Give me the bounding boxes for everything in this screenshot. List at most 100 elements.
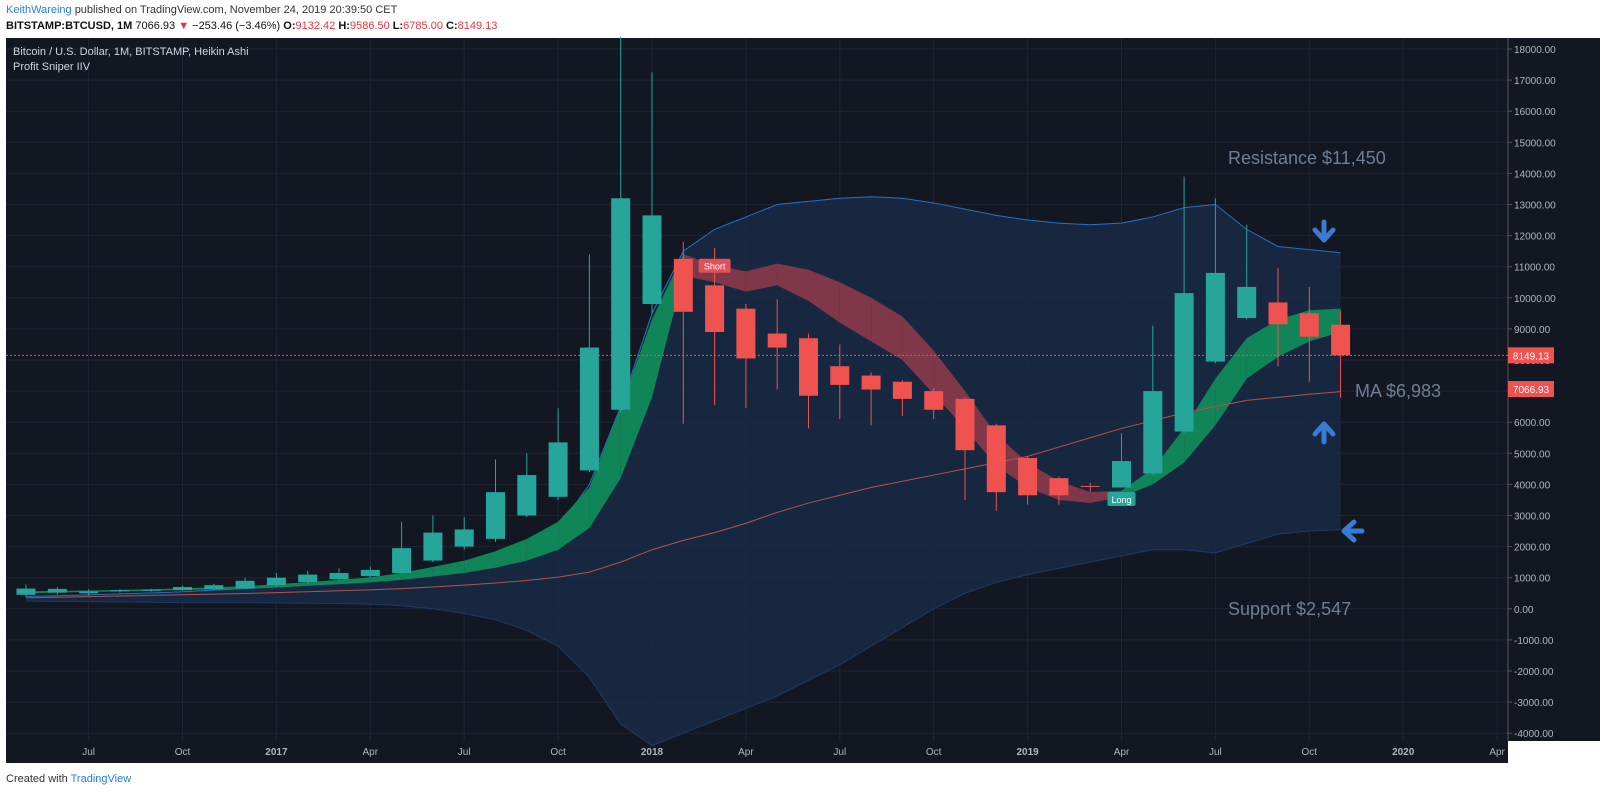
candle-body: [673, 258, 693, 312]
y-tick-label: -4000.00: [1514, 729, 1554, 740]
candles-layer: [16, 36, 1351, 597]
author-link[interactable]: KeithWareing: [6, 4, 72, 16]
time-axis-background: [6, 741, 1508, 763]
x-tick-label: Jul: [833, 747, 846, 758]
ribbon-segment-bearish: [808, 269, 840, 323]
resistance-arrow-icon: [1312, 219, 1336, 243]
y-tick-label: 15000.00: [1514, 138, 1556, 149]
header-bar: KeithWareing published on TradingView.co…: [0, 0, 1600, 38]
y-tick-label: 18000.00: [1514, 45, 1556, 56]
ribbon-segment-bullish: [558, 487, 590, 550]
ribbon-segment-bearish: [745, 263, 778, 292]
y-tick-label: 5000.00: [1514, 449, 1551, 460]
ma-layer: [25, 391, 1341, 599]
candle-body: [1331, 324, 1351, 356]
ribbon-segment-bullish: [339, 577, 371, 585]
candle-body: [548, 442, 568, 497]
x-tick-label: Apr: [363, 747, 379, 758]
y-tick-label: 17000.00: [1514, 76, 1556, 87]
candle-body: [1174, 293, 1194, 432]
y-tick-label: 2000.00: [1514, 543, 1551, 554]
candle-body: [799, 338, 818, 396]
x-tick-label: 2020: [1392, 747, 1415, 758]
ribbon-segment-bullish: [589, 406, 621, 528]
ma-arrow-icon: [1312, 421, 1336, 445]
ma-line: [25, 391, 1341, 599]
open-label: O:: [283, 20, 296, 32]
x-tick-label: Apr: [1114, 747, 1130, 758]
x-axis: Jul Oct 2017 Apr Jul Oct 2018 Apr Jul Oct 2019 Apr J…: [82, 747, 1505, 758]
x-tick-label: Apr: [1489, 747, 1505, 758]
long-signal-label: Long: [1111, 495, 1131, 505]
candle-body: [1143, 391, 1163, 474]
candle-body: [736, 308, 756, 359]
close-value: 8149.13: [457, 20, 498, 32]
x-tick-label: 2017: [265, 747, 288, 758]
ribbon-segment-bullish: [1246, 319, 1278, 379]
ribbon-segment-bullish: [1184, 378, 1216, 463]
created-with-label: Created with: [6, 773, 68, 785]
y-tick-label: 13000.00: [1514, 201, 1556, 212]
candle-body: [642, 215, 662, 305]
candle-body: [924, 391, 944, 410]
candle-body: [47, 588, 67, 593]
long-signal-badge: [1107, 491, 1136, 506]
candle-body: [486, 492, 505, 539]
bollinger-band-fill: [26, 196, 1341, 746]
x-tick-label: Jul: [82, 747, 95, 758]
candle-body: [141, 589, 161, 591]
ribbon-segment-bullish: [1215, 338, 1247, 426]
ribbon-segment-bullish: [276, 582, 308, 588]
x-tick-label: Apr: [738, 747, 754, 758]
candle-body: [1049, 478, 1069, 496]
ribbon-segment-bullish: [1121, 468, 1153, 497]
resistance-annotation: Resistance $11,450: [1228, 148, 1386, 168]
x-tick-label: 2018: [641, 747, 664, 758]
candle-body: [1299, 313, 1319, 337]
x-tick-label: Jul: [458, 747, 471, 758]
ribbon-segment-bullish: [620, 319, 652, 479]
candle-body: [986, 425, 1006, 493]
candle-body: [955, 398, 975, 451]
band-lower-line: [25, 529, 1341, 747]
candle-body: [266, 577, 286, 586]
candle-body: [79, 591, 99, 594]
candle-body: [517, 475, 537, 516]
y-tick-label: 11000.00: [1514, 263, 1555, 274]
candle-body: [830, 366, 850, 385]
candle-body: [298, 574, 318, 583]
candle-body: [1018, 457, 1038, 496]
x-tick-label: Oct: [926, 747, 942, 758]
y-tick-label: 4000.00: [1514, 480, 1551, 491]
support-arrow-icon: [1341, 519, 1365, 543]
y-tick-label: 9000.00: [1514, 325, 1551, 336]
x-tick-label: Oct: [175, 747, 191, 758]
publish-info: published on TradingView.com, November 2…: [74, 4, 398, 16]
candle-body: [1237, 286, 1257, 319]
candle-body: [329, 573, 349, 580]
candle-body: [892, 381, 912, 399]
open-value: 9132.42: [295, 20, 336, 32]
current-price-badge: [1508, 347, 1554, 364]
ribbon-segment-bullish: [464, 551, 496, 574]
last-price: 7066.93: [135, 20, 176, 32]
ribbon-segment-bullish: [370, 573, 402, 583]
footer: Created with TradingView: [6, 773, 131, 785]
tradingview-logo[interactable]: TradingView: [70, 773, 132, 785]
candle-body: [454, 529, 474, 547]
indicator-name: Profit Sniper IIV: [13, 61, 91, 73]
high-label: H:: [338, 20, 350, 32]
ribbon-segment-bullish: [526, 521, 559, 561]
current-price-label: 8149.13: [1513, 351, 1550, 362]
candle-body: [861, 375, 881, 390]
low-label: L:: [392, 20, 404, 32]
y-tick-label: 0.00: [1514, 605, 1534, 616]
y-tick-label: -3000.00: [1514, 698, 1554, 709]
candle-body: [579, 347, 599, 471]
y-tick-label: 16000.00: [1514, 107, 1556, 118]
x-tick-label: 2019: [1016, 747, 1039, 758]
candle-body: [1205, 272, 1225, 362]
candle-body: [16, 588, 36, 595]
ma-annotation: MA $6,983: [1355, 381, 1441, 401]
